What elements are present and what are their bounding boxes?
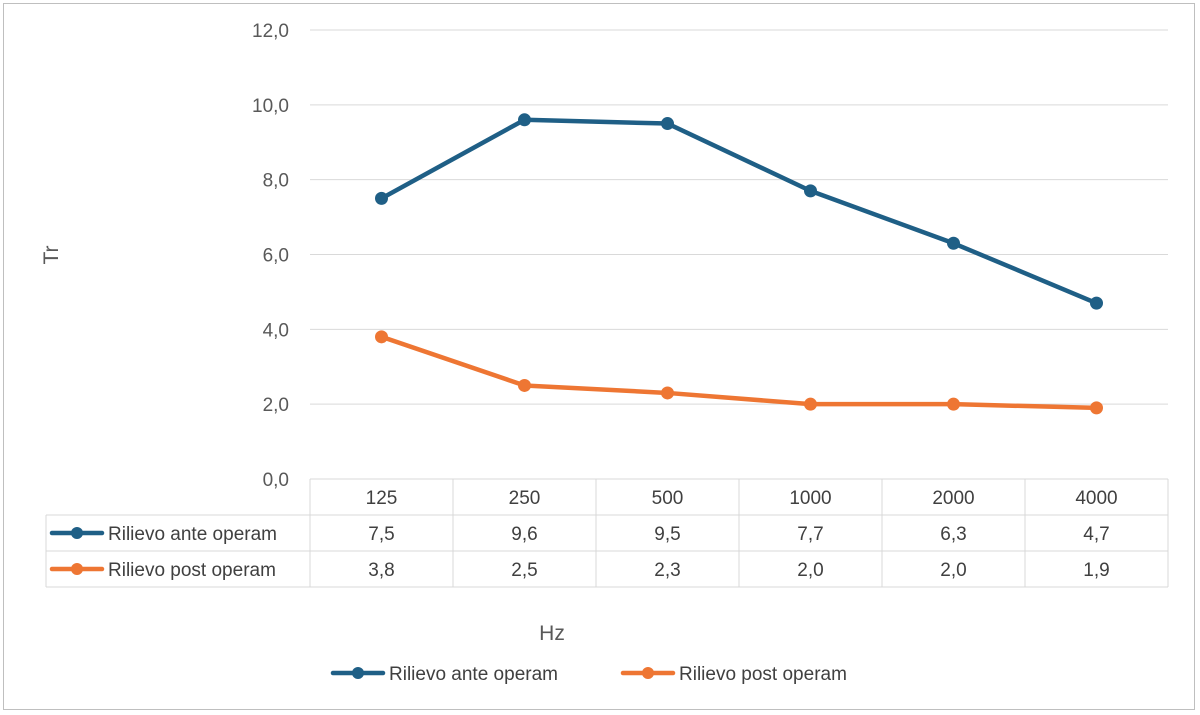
table-cell-value: 2,5 bbox=[511, 560, 537, 581]
data-point bbox=[804, 397, 817, 411]
legend-key-marker bbox=[352, 667, 364, 679]
y-tick-label: 8,0 bbox=[263, 171, 289, 192]
y-tick-label: 0,0 bbox=[263, 470, 289, 491]
legend-label: Rilievo post operam bbox=[679, 664, 847, 685]
table-series-name: Rilievo post operam bbox=[108, 560, 276, 581]
x-tick-label: 500 bbox=[652, 488, 684, 509]
gridlines bbox=[310, 29, 1168, 480]
table-cell-value: 4,7 bbox=[1083, 524, 1109, 545]
legend-label: Rilievo ante operam bbox=[389, 664, 558, 685]
x-tick-label: 4000 bbox=[1075, 488, 1117, 509]
data-point bbox=[947, 397, 960, 411]
x-tick-label: 125 bbox=[366, 488, 398, 509]
table-cell-value: 3,8 bbox=[368, 560, 394, 581]
series-group bbox=[375, 113, 1103, 415]
x-tick-label: 250 bbox=[509, 488, 541, 509]
table-cell-value: 6,3 bbox=[940, 524, 966, 545]
legend-key-marker bbox=[642, 667, 654, 679]
data-point bbox=[518, 113, 531, 127]
data-point bbox=[661, 386, 674, 400]
x-tick-label: 2000 bbox=[932, 488, 974, 509]
series-line-2 bbox=[379, 334, 1099, 411]
data-point bbox=[1090, 401, 1103, 415]
x-axis-title: Hz bbox=[539, 622, 565, 645]
data-point bbox=[375, 330, 388, 344]
data-point bbox=[661, 117, 674, 131]
data-table: 125 250 500 1000 2000 4000 Rilievo ante operam… bbox=[45, 478, 1169, 588]
y-tick-label: 10,0 bbox=[252, 96, 289, 117]
series-line-1 bbox=[379, 117, 1099, 306]
table-cell-value: 7,5 bbox=[368, 524, 394, 545]
x-tick-label: 1000 bbox=[789, 488, 831, 509]
table-cell-value: 2,0 bbox=[940, 560, 966, 581]
y-axis-title: Tr bbox=[40, 245, 63, 264]
data-point bbox=[804, 184, 817, 198]
legend: Rilievo ante operam Rilievo post operam bbox=[330, 664, 847, 685]
table-cell-value: 2,0 bbox=[797, 560, 823, 581]
table-legend-key-marker bbox=[71, 563, 83, 575]
data-point bbox=[518, 378, 531, 392]
table-series-name: Rilievo ante operam bbox=[108, 524, 277, 545]
y-tick-label: 2,0 bbox=[263, 395, 289, 416]
table-cell-value: 2,3 bbox=[654, 560, 680, 581]
table-cell-value: 7,7 bbox=[797, 524, 823, 545]
table-cell-value: 9,6 bbox=[511, 524, 537, 545]
data-point bbox=[1090, 296, 1103, 310]
y-tick-label: 6,0 bbox=[263, 246, 289, 267]
data-point bbox=[375, 191, 388, 205]
y-tick-label: 12,0 bbox=[252, 21, 289, 42]
table-legend-key-marker bbox=[71, 527, 83, 539]
y-tick-label: 4,0 bbox=[263, 320, 289, 341]
table-cell-value: 9,5 bbox=[654, 524, 680, 545]
data-point bbox=[947, 236, 960, 250]
table-cell-value: 1,9 bbox=[1083, 560, 1109, 581]
y-axis-ticks: 0,0 2,0 4,0 6,0 8,0 10,0 12,0 bbox=[252, 21, 289, 491]
